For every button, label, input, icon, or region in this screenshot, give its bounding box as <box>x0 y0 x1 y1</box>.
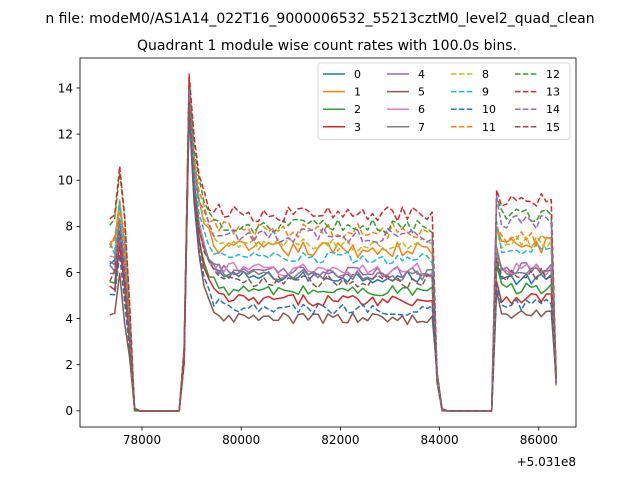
legend-label-2: 2 <box>354 103 361 116</box>
y-tick-label: 12 <box>58 127 73 141</box>
y-tick-label: 14 <box>58 81 73 95</box>
legend-label-1: 1 <box>354 86 361 99</box>
legend-label-8: 8 <box>482 68 489 81</box>
y-tick-label: 0 <box>65 404 73 418</box>
legend-label-6: 6 <box>418 103 425 116</box>
legend-label-9: 9 <box>482 86 489 99</box>
figure-suptitle: n file: modeM0/AS1A14_022T16_9000006532_… <box>45 11 594 27</box>
legend-label-14: 14 <box>546 103 560 116</box>
axes-spines <box>79 57 577 428</box>
y-tick-label: 4 <box>65 312 73 326</box>
chart-title: Quadrant 1 module wise count rates with … <box>137 38 517 54</box>
y-tick-label: 6 <box>65 266 73 280</box>
legend-label-12: 12 <box>546 68 560 81</box>
x-axis-offset-label: +5.031e8 <box>517 455 576 469</box>
x-tick-label: 82000 <box>321 433 359 447</box>
x-tick-label: 86000 <box>520 433 558 447</box>
y-tick-label: 10 <box>58 174 73 188</box>
x-tick-label: 80000 <box>222 433 260 447</box>
legend-box <box>317 62 571 140</box>
legend-label-0: 0 <box>354 68 361 81</box>
series-layer <box>109 73 557 412</box>
x-tick-label: 78000 <box>123 433 161 447</box>
legend-label-11: 11 <box>482 121 496 134</box>
legend-label-4: 4 <box>418 68 425 81</box>
axes-frame <box>79 57 577 428</box>
y-tick-label: 2 <box>65 358 73 372</box>
legend-label-15: 15 <box>546 121 560 134</box>
legend-label-10: 10 <box>482 103 496 116</box>
legend-label-7: 7 <box>418 121 425 134</box>
legend-label-3: 3 <box>354 121 361 134</box>
y-tick-label: 8 <box>65 220 73 234</box>
legend-label-5: 5 <box>418 86 425 99</box>
x-axis: 78000 80000 82000 84000 86000 <box>123 427 558 447</box>
legend-label-13: 13 <box>546 86 560 99</box>
y-axis: 0 2 4 6 8 10 12 14 <box>58 81 80 418</box>
x-tick-label: 84000 <box>421 433 459 447</box>
series-line-15 <box>109 101 557 412</box>
